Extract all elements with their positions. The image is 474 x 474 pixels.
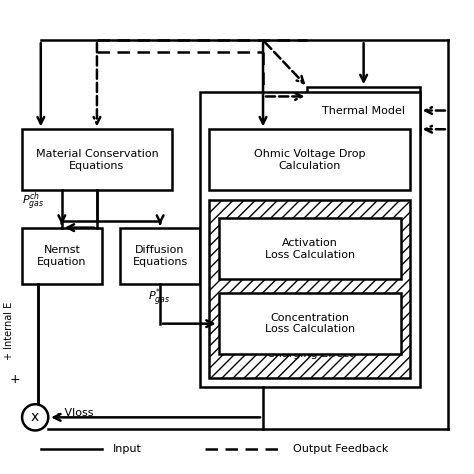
Bar: [219, 293, 401, 354]
Text: x: x: [31, 410, 39, 424]
Text: $P^{*}_{gas}$: $P^{*}_{gas}$: [148, 287, 171, 309]
Bar: [200, 92, 420, 387]
Bar: [22, 129, 172, 190]
Text: Activation
Loss Calculation: Activation Loss Calculation: [265, 238, 355, 259]
Text: Concentration
Loss Calculation: Concentration Loss Calculation: [265, 313, 355, 335]
Text: Ohmic Voltage Drop
Calculation: Ohmic Voltage Drop Calculation: [254, 149, 365, 171]
Text: Nernst
Equation: Nernst Equation: [37, 245, 87, 266]
Text: Output Feedback: Output Feedback: [293, 444, 389, 454]
Bar: [209, 129, 410, 190]
Text: Diffusion
Equations: Diffusion Equations: [132, 245, 188, 266]
Text: Material Conservation
Equations: Material Conservation Equations: [36, 149, 158, 171]
Bar: [120, 228, 200, 284]
Bar: [22, 228, 101, 284]
Bar: [209, 200, 410, 377]
Circle shape: [22, 404, 48, 430]
Bar: [219, 218, 401, 279]
Text: Input: Input: [113, 444, 142, 454]
Text: $P^{ch}_{gas}$: $P^{ch}_{gas}$: [22, 191, 45, 213]
Text: - Vloss: - Vloss: [57, 408, 94, 418]
Text: + Internal E: + Internal E: [4, 301, 14, 360]
Text: +: +: [10, 374, 20, 386]
Text: Thermal Model: Thermal Model: [322, 106, 405, 116]
Bar: [308, 87, 420, 134]
Text: Double-layer
Charging Effect: Double-layer Charging Effect: [266, 337, 353, 359]
